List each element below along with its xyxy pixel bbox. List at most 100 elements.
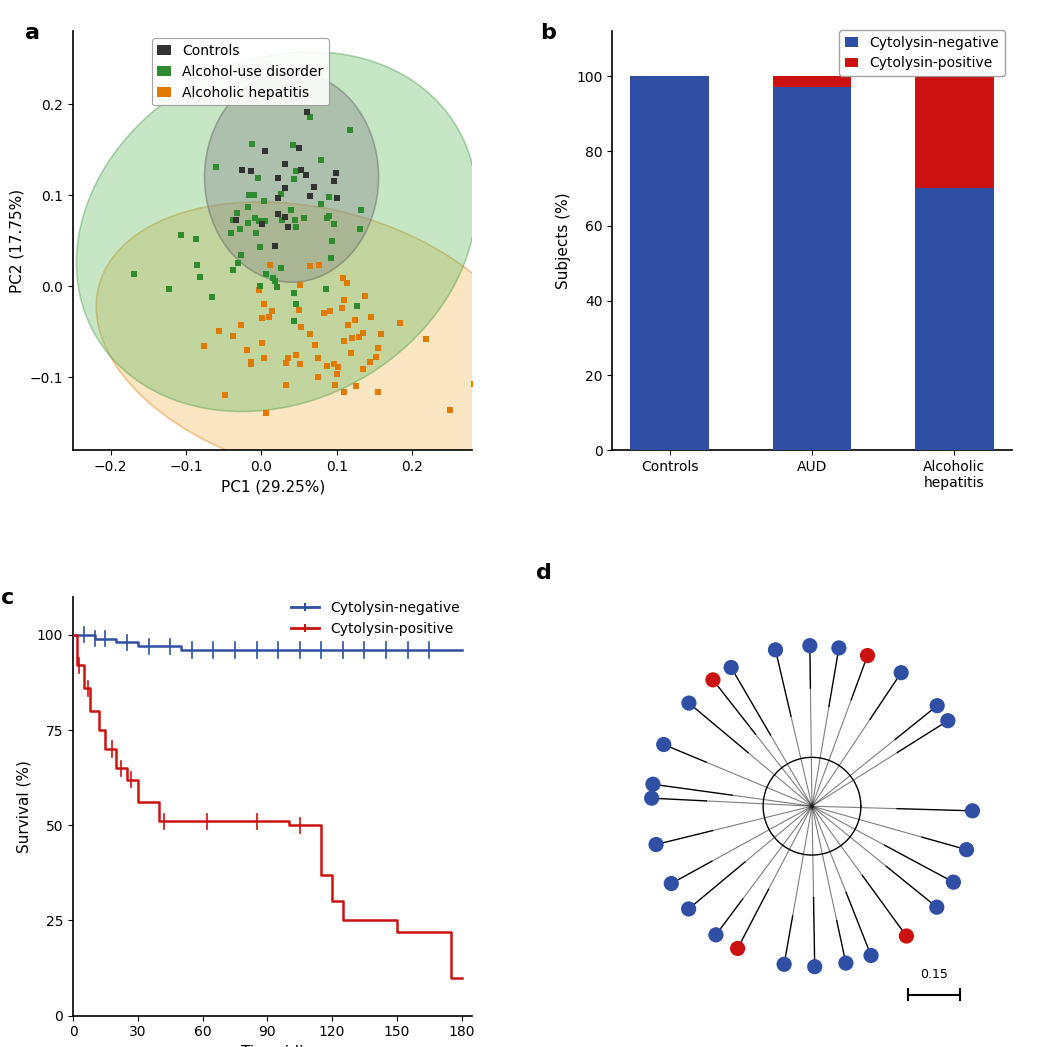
Point bbox=[257, 142, 273, 159]
Point bbox=[357, 288, 373, 305]
Point bbox=[191, 269, 208, 286]
Point bbox=[292, 276, 309, 293]
Point bbox=[240, 199, 257, 216]
Point bbox=[898, 928, 915, 944]
Point bbox=[243, 136, 260, 153]
Point bbox=[336, 291, 353, 308]
Point bbox=[318, 281, 335, 297]
Point bbox=[293, 318, 310, 335]
Point bbox=[347, 377, 364, 394]
Point bbox=[838, 955, 854, 972]
Point bbox=[681, 695, 698, 712]
Point bbox=[342, 344, 359, 361]
Point bbox=[240, 215, 257, 231]
Point bbox=[209, 158, 225, 175]
Point bbox=[320, 207, 337, 224]
Y-axis label: PC2 (17.75%): PC2 (17.75%) bbox=[9, 188, 24, 293]
Point bbox=[189, 257, 205, 273]
Point bbox=[234, 161, 250, 178]
Point bbox=[224, 211, 241, 228]
Point bbox=[227, 211, 244, 228]
Point bbox=[256, 193, 272, 209]
Point bbox=[339, 274, 356, 291]
Point bbox=[313, 152, 330, 169]
Point bbox=[372, 326, 389, 342]
Ellipse shape bbox=[96, 202, 532, 480]
Point bbox=[346, 312, 363, 329]
Point bbox=[250, 282, 267, 298]
Point bbox=[270, 206, 287, 223]
Point bbox=[258, 404, 274, 421]
Point bbox=[645, 776, 661, 793]
Point bbox=[442, 402, 459, 419]
Point bbox=[270, 170, 287, 186]
Point bbox=[355, 361, 371, 378]
Point bbox=[322, 249, 339, 266]
Point bbox=[233, 317, 249, 334]
Point bbox=[801, 638, 818, 654]
Point bbox=[247, 209, 264, 226]
Point bbox=[276, 209, 293, 226]
Point bbox=[893, 665, 909, 682]
Point bbox=[350, 329, 367, 346]
Point bbox=[830, 640, 847, 656]
Bar bbox=[915, 76, 994, 188]
Point bbox=[276, 156, 293, 173]
Point bbox=[644, 789, 660, 806]
Point bbox=[348, 298, 365, 315]
Point bbox=[292, 162, 309, 179]
Text: a: a bbox=[25, 23, 40, 43]
Point bbox=[354, 201, 370, 218]
Point bbox=[273, 260, 290, 276]
Point bbox=[241, 187, 258, 204]
Point bbox=[310, 350, 326, 366]
Legend: Cytolysin-negative, Cytolysin-positive: Cytolysin-negative, Cytolysin-positive bbox=[286, 596, 465, 642]
Point bbox=[705, 671, 722, 688]
Point bbox=[768, 642, 784, 659]
Point bbox=[329, 190, 345, 206]
Point bbox=[299, 104, 316, 120]
Point bbox=[945, 874, 962, 891]
Text: c: c bbox=[1, 588, 15, 608]
Point bbox=[286, 171, 302, 187]
Ellipse shape bbox=[76, 52, 477, 411]
Point bbox=[262, 257, 278, 273]
X-axis label: Time (d): Time (d) bbox=[241, 1045, 305, 1047]
Point bbox=[532, 367, 549, 384]
Point bbox=[301, 258, 318, 274]
Point bbox=[324, 232, 341, 249]
Point bbox=[655, 736, 672, 753]
Point bbox=[355, 325, 371, 341]
Point bbox=[268, 279, 285, 295]
Point bbox=[231, 254, 247, 271]
Point bbox=[648, 837, 664, 853]
Point bbox=[325, 173, 342, 190]
Point bbox=[291, 356, 308, 373]
Point bbox=[959, 842, 975, 859]
Point bbox=[261, 309, 277, 326]
Point bbox=[253, 335, 270, 352]
Point bbox=[339, 316, 356, 333]
Point bbox=[311, 257, 328, 273]
Point bbox=[232, 221, 248, 238]
Point bbox=[252, 239, 269, 255]
Point bbox=[723, 660, 739, 676]
Point bbox=[334, 300, 350, 317]
Point bbox=[256, 350, 272, 366]
X-axis label: PC1 (29.25%): PC1 (29.25%) bbox=[221, 480, 324, 494]
Point bbox=[362, 354, 379, 371]
Point bbox=[466, 375, 483, 392]
Point bbox=[391, 315, 408, 332]
Point bbox=[285, 137, 301, 154]
Point bbox=[264, 269, 281, 286]
Point bbox=[273, 185, 290, 202]
Point bbox=[336, 332, 353, 349]
Point bbox=[301, 326, 318, 342]
Point bbox=[266, 272, 283, 289]
Point bbox=[247, 224, 264, 241]
Point bbox=[322, 303, 339, 319]
Point bbox=[242, 186, 259, 203]
Point bbox=[336, 383, 353, 400]
Point bbox=[253, 216, 270, 232]
Point bbox=[290, 302, 307, 318]
